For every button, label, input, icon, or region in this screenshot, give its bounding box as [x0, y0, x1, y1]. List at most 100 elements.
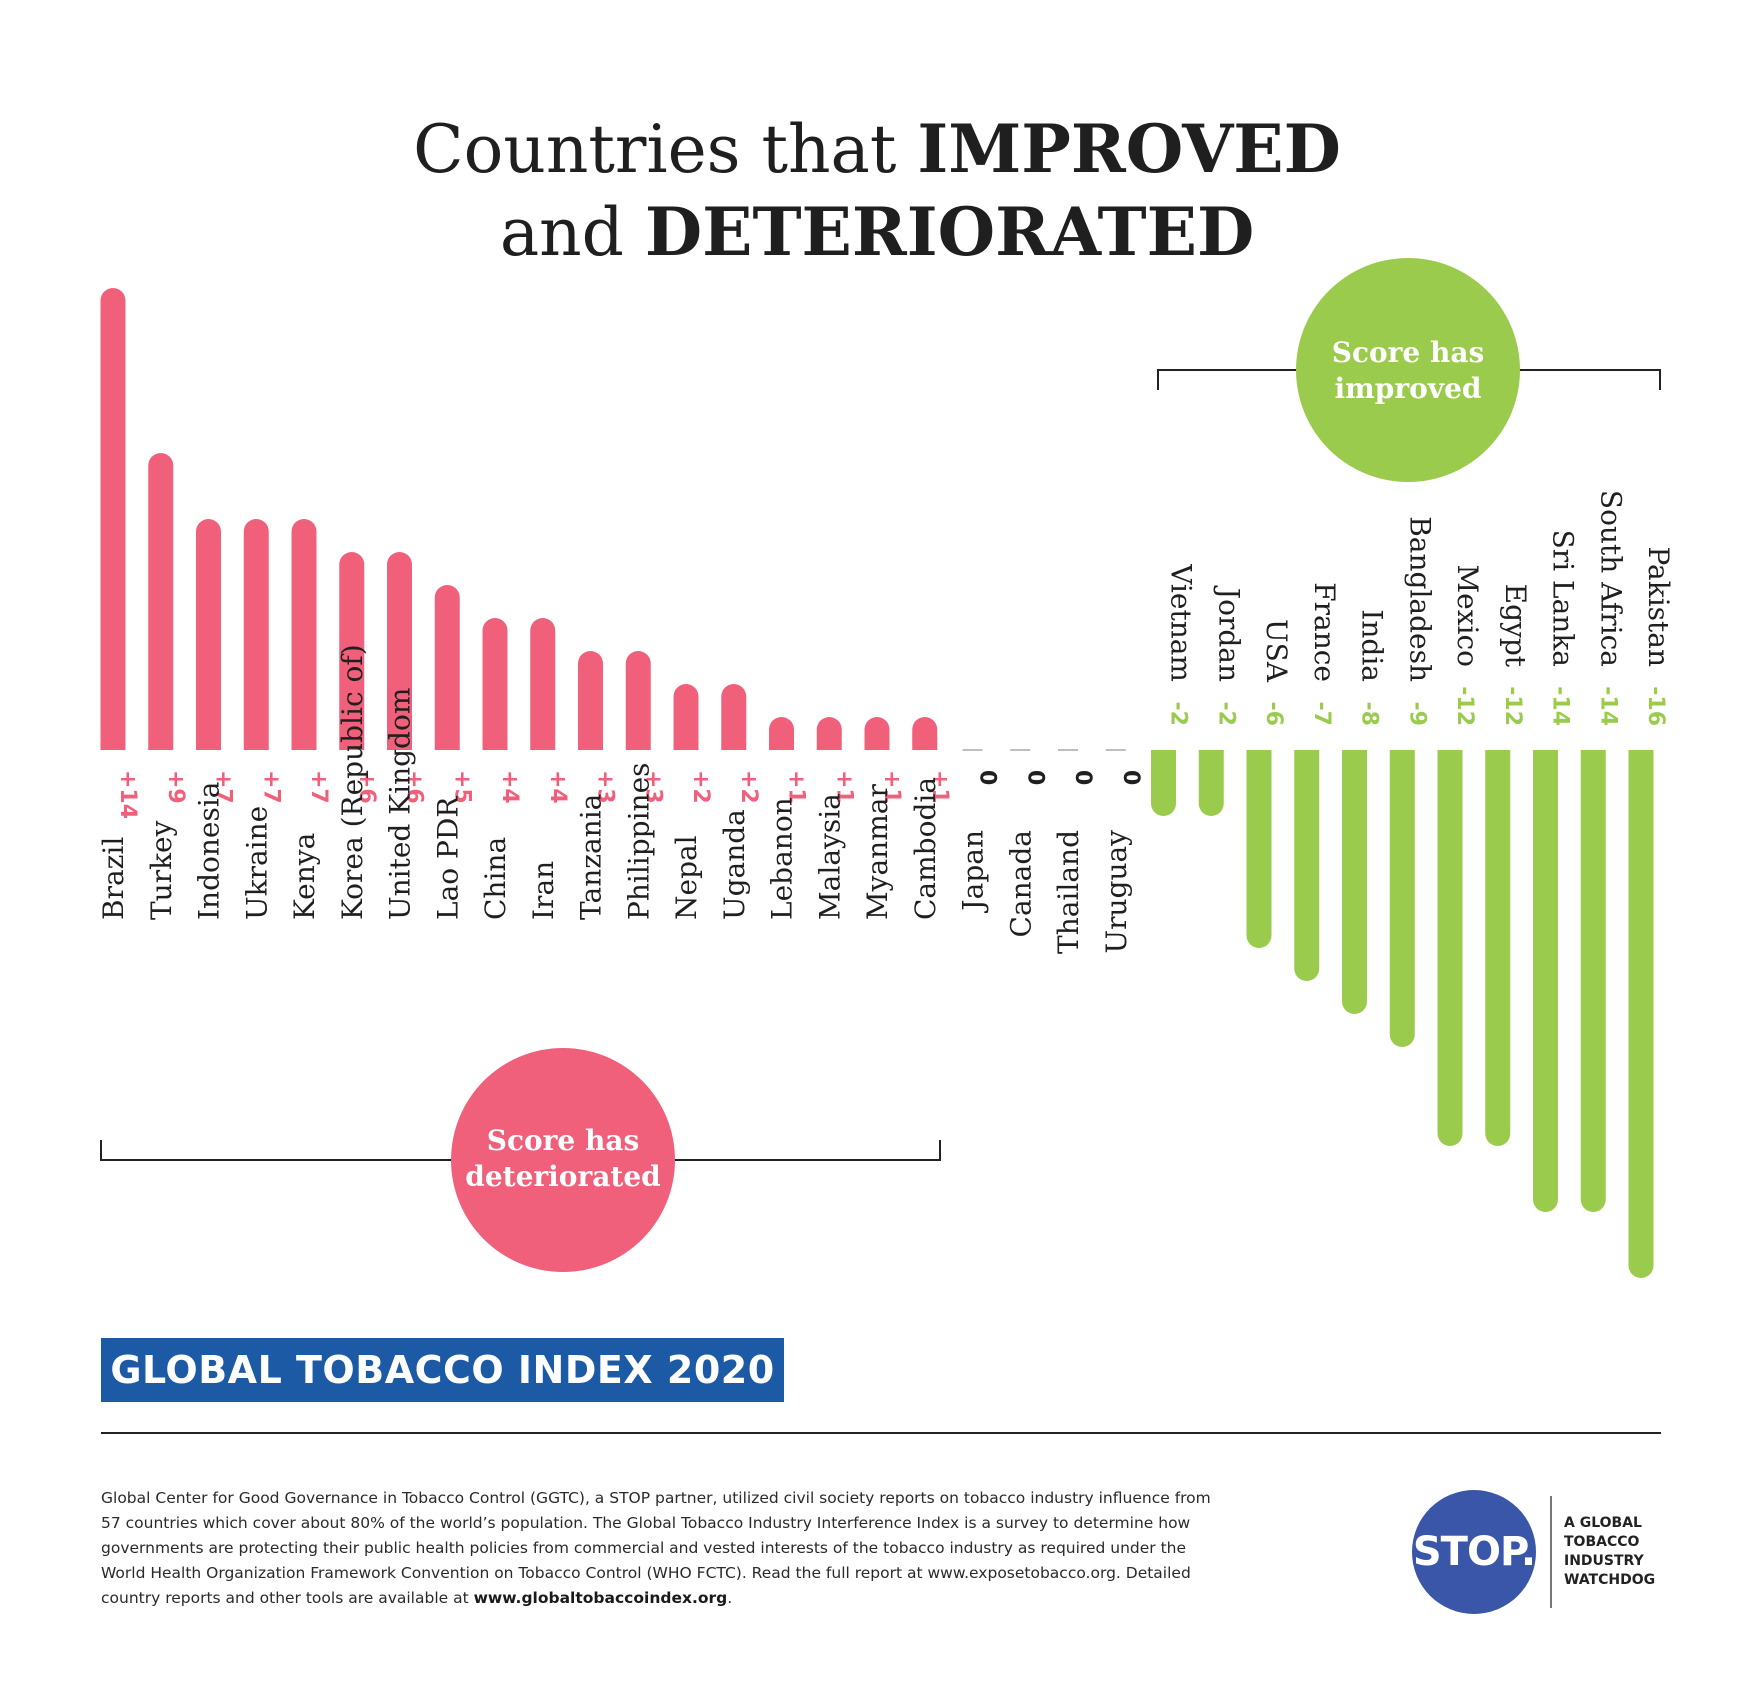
footer-text: Global Center for Good Governance in Tob…: [101, 1486, 1231, 1611]
bar-uganda: [721, 683, 747, 750]
category-label-bangladesh: Bangladesh: [1403, 516, 1436, 682]
value-label-sri-lanka: -14: [1548, 686, 1573, 726]
value-label-jordan: -2: [1213, 702, 1238, 726]
category-label-tanzania: Tanzania: [575, 794, 608, 920]
bar-myanmar: [864, 716, 890, 750]
category-label-korea-republic-of: Korea (Republic of): [336, 644, 369, 920]
title-bold-deteriorated: DETERIORATED: [644, 193, 1255, 271]
value-label-china: +4: [497, 770, 522, 804]
category-label-lao-pdr: Lao PDR: [431, 796, 464, 920]
category-label-sri-lanka: Sri Lanka: [1547, 530, 1580, 667]
category-label-thailand: Thailand: [1052, 830, 1085, 954]
category-label-iran: Iran: [527, 861, 560, 920]
category-label-ukraine: Ukraine: [240, 806, 273, 920]
bar-cambodia: [912, 716, 938, 750]
deteriorated-callout-line-1: Score has: [487, 1124, 640, 1157]
bar-lao-pdr: [434, 585, 460, 750]
category-label-vietnam: Vietnam: [1165, 563, 1198, 682]
category-label-usa: USA: [1260, 619, 1293, 683]
bar-bangladesh: [1389, 750, 1415, 1047]
logo-divider: [1550, 1496, 1552, 1608]
category-label-myanmar: Myanmar: [861, 784, 894, 920]
category-label-turkey: Turkey: [145, 820, 178, 920]
bar-nepal: [673, 683, 699, 750]
category-label-japan: Japan: [957, 830, 990, 914]
value-label-turkey: +9: [163, 770, 188, 804]
category-label-mexico: Mexico: [1451, 564, 1484, 667]
deteriorated-callout-line-2: deteriorated: [465, 1160, 660, 1193]
value-label-kenya: +7: [306, 770, 331, 804]
value-label-india: -8: [1357, 702, 1382, 726]
stop-logo: STOP.: [1412, 1490, 1536, 1614]
category-label-egypt: Egypt: [1499, 584, 1532, 668]
value-label-united-kingdom: +6: [402, 770, 427, 804]
title-part2: and: [499, 194, 645, 271]
category-label-uruguay: Uruguay: [1100, 830, 1133, 954]
value-label-france: -7: [1309, 702, 1334, 726]
value-label-tanzania: +3: [593, 770, 618, 804]
bar-usa: [1246, 750, 1272, 948]
value-label-pakistan: -16: [1643, 686, 1668, 726]
value-label-myanmar: +1: [879, 770, 904, 804]
footer-link[interactable]: www.globaltobaccoindex.org: [473, 1589, 728, 1607]
bar-china: [482, 618, 508, 750]
category-label-china: China: [479, 837, 512, 920]
value-label-vietnam: -2: [1166, 702, 1191, 726]
value-label-indonesia: +7: [211, 770, 236, 804]
index-banner: GLOBAL TOBACCO INDEX 2020: [101, 1338, 784, 1402]
title-bold-improved: IMPROVED: [917, 110, 1341, 188]
value-label-thailand: 0: [1070, 770, 1095, 785]
bar-turkey: [148, 452, 174, 750]
title-part1: Countries that: [413, 111, 918, 188]
improved-callout-line-1: Score has: [1332, 336, 1485, 369]
bar-ukraine: [243, 519, 269, 750]
value-label-south-africa: -14: [1595, 686, 1620, 726]
bar-brazil: [100, 288, 126, 750]
value-label-korea-republic-of: +6: [354, 770, 379, 804]
value-label-iran: +4: [545, 770, 570, 804]
bar-tanzania: [578, 651, 603, 750]
bar-kenya: [291, 519, 317, 750]
category-label-malaysia: Malaysia: [813, 793, 846, 920]
value-label-usa: -6: [1261, 702, 1286, 726]
tagline-line-1: A GLOBAL: [1564, 1515, 1642, 1531]
footer-end: .: [727, 1589, 733, 1607]
bar-lebanon: [769, 716, 794, 750]
value-label-uruguay: 0: [1118, 770, 1143, 785]
category-label-uganda: Uganda: [718, 809, 751, 920]
bar-iran: [530, 618, 556, 750]
bar-philippines: [625, 651, 651, 750]
value-label-cambodia: +1: [927, 770, 952, 804]
category-label-brazil: Brazil: [97, 837, 130, 920]
category-label-indonesia: Indonesia: [193, 782, 226, 921]
category-label-lebanon: Lebanon: [766, 797, 799, 920]
value-label-brazil: +14: [115, 770, 140, 819]
value-label-malaysia: +1: [831, 770, 856, 804]
category-label-nepal: Nepal: [670, 835, 703, 920]
bar-france: [1294, 750, 1320, 981]
value-label-mexico: -12: [1452, 686, 1477, 726]
bar-united-kingdom: [387, 552, 412, 750]
category-label-pakistan: Pakistan: [1642, 546, 1675, 667]
bar-jordan: [1198, 750, 1224, 816]
tagline-line-2: TOBACCO: [1564, 1534, 1640, 1550]
bar-indonesia: [196, 519, 221, 750]
tagline-line-4: WATCHDOG: [1564, 1572, 1656, 1588]
bar-pakistan: [1628, 750, 1654, 1278]
bar-india: [1342, 750, 1367, 1014]
value-label-lebanon: +1: [784, 770, 809, 804]
bar-mexico: [1437, 750, 1463, 1146]
improved-callout-circle: [1296, 258, 1520, 482]
tagline-line-3: INDUSTRY: [1564, 1553, 1644, 1569]
bar-vietnam: [1151, 750, 1176, 816]
category-label-jordan: Jordan: [1212, 585, 1245, 682]
value-label-philippines: +3: [640, 770, 665, 804]
value-label-canada: 0: [1022, 770, 1047, 785]
bar-malaysia: [816, 716, 842, 750]
category-label-kenya: Kenya: [288, 833, 321, 920]
chart-title: Countries that IMPROVED and DETERIORATED: [0, 108, 1754, 274]
category-label-india: India: [1356, 609, 1389, 682]
value-label-japan: 0: [975, 770, 1000, 785]
bar-korea-republic-of: [339, 552, 365, 750]
